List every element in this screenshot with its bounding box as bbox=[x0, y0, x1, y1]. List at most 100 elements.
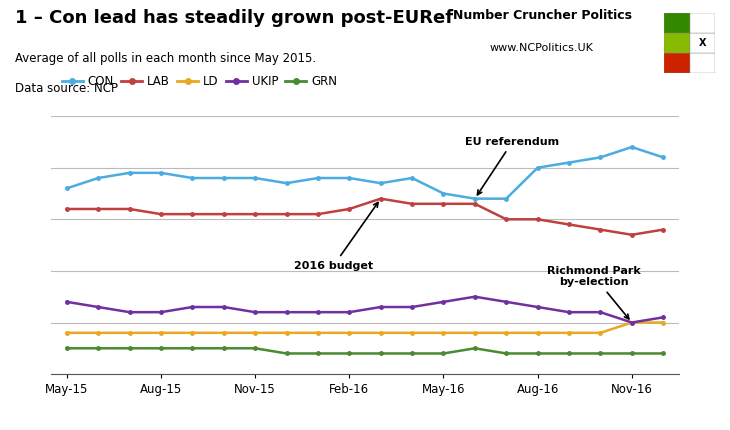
UKIP bbox=[596, 310, 604, 315]
LAB bbox=[407, 201, 416, 206]
UKIP bbox=[658, 315, 667, 320]
CON bbox=[658, 155, 667, 160]
LAB bbox=[219, 212, 228, 217]
Text: EU referendum: EU referendum bbox=[466, 137, 560, 195]
CON bbox=[314, 175, 323, 181]
LAB bbox=[627, 232, 636, 237]
UKIP bbox=[627, 320, 636, 325]
CON bbox=[93, 175, 102, 181]
LD bbox=[407, 330, 416, 335]
Text: Richmond Park
by-election: Richmond Park by-election bbox=[548, 266, 641, 319]
GRN bbox=[439, 351, 448, 356]
LD bbox=[596, 330, 604, 335]
Bar bbox=[664, 33, 690, 53]
LAB bbox=[156, 212, 165, 217]
LD bbox=[219, 330, 228, 335]
UKIP bbox=[502, 299, 511, 304]
LAB bbox=[470, 201, 479, 206]
LAB bbox=[314, 212, 323, 217]
UKIP bbox=[345, 310, 354, 315]
Text: Number Cruncher Politics: Number Cruncher Politics bbox=[453, 9, 631, 22]
LD bbox=[251, 330, 260, 335]
GRN bbox=[62, 346, 72, 351]
LAB bbox=[565, 222, 574, 227]
Line: CON: CON bbox=[65, 145, 665, 200]
GRN bbox=[502, 351, 511, 356]
LAB bbox=[188, 212, 197, 217]
LD bbox=[658, 320, 667, 325]
LD bbox=[439, 330, 448, 335]
CON bbox=[596, 155, 604, 160]
LD bbox=[156, 330, 165, 335]
LAB bbox=[502, 217, 511, 222]
LD bbox=[126, 330, 134, 335]
GRN bbox=[251, 346, 260, 351]
Line: LD: LD bbox=[65, 321, 665, 335]
UKIP bbox=[377, 304, 385, 310]
Text: www.NCPolitics.UK: www.NCPolitics.UK bbox=[489, 43, 593, 53]
LAB bbox=[596, 227, 604, 232]
LD bbox=[62, 330, 72, 335]
LD bbox=[533, 330, 542, 335]
LAB bbox=[439, 201, 448, 206]
LD bbox=[502, 330, 511, 335]
UKIP bbox=[126, 310, 134, 315]
Text: Average of all polls in each month since May 2015.: Average of all polls in each month since… bbox=[15, 52, 316, 64]
CON bbox=[219, 175, 228, 181]
UKIP bbox=[62, 299, 72, 304]
GRN bbox=[627, 351, 636, 356]
GRN bbox=[470, 346, 479, 351]
Legend: CON, LAB, LD, UKIP, GRN: CON, LAB, LD, UKIP, GRN bbox=[57, 71, 342, 93]
CON bbox=[283, 181, 291, 186]
LD bbox=[93, 330, 102, 335]
GRN bbox=[188, 346, 197, 351]
Line: GRN: GRN bbox=[65, 347, 665, 355]
Bar bbox=[690, 13, 715, 33]
Text: 1 – Con lead has steadily grown post-EURef: 1 – Con lead has steadily grown post-EUR… bbox=[15, 9, 453, 27]
LD bbox=[627, 320, 636, 325]
UKIP bbox=[283, 310, 291, 315]
LAB bbox=[93, 206, 102, 212]
GRN bbox=[565, 351, 574, 356]
CON bbox=[251, 175, 260, 181]
Line: LAB: LAB bbox=[65, 197, 665, 236]
CON bbox=[565, 160, 574, 165]
Bar bbox=[664, 53, 690, 73]
GRN bbox=[219, 346, 228, 351]
LAB bbox=[658, 227, 667, 232]
CON bbox=[126, 170, 134, 175]
Bar bbox=[664, 13, 690, 33]
UKIP bbox=[565, 310, 574, 315]
LD bbox=[283, 330, 291, 335]
UKIP bbox=[533, 304, 542, 310]
CON bbox=[470, 196, 479, 201]
LD bbox=[565, 330, 574, 335]
LD bbox=[345, 330, 354, 335]
CON bbox=[439, 191, 448, 196]
Line: UKIP: UKIP bbox=[65, 295, 665, 324]
LD bbox=[314, 330, 323, 335]
CON bbox=[377, 181, 385, 186]
GRN bbox=[377, 351, 385, 356]
GRN bbox=[93, 346, 102, 351]
LD bbox=[470, 330, 479, 335]
UKIP bbox=[470, 294, 479, 299]
UKIP bbox=[93, 304, 102, 310]
GRN bbox=[533, 351, 542, 356]
CON bbox=[62, 186, 72, 191]
GRN bbox=[156, 346, 165, 351]
UKIP bbox=[219, 304, 228, 310]
CON bbox=[502, 196, 511, 201]
LAB bbox=[126, 206, 134, 212]
UKIP bbox=[407, 304, 416, 310]
Bar bbox=[690, 53, 715, 73]
GRN bbox=[658, 351, 667, 356]
LAB bbox=[345, 206, 354, 212]
GRN bbox=[283, 351, 291, 356]
LAB bbox=[533, 217, 542, 222]
CON bbox=[533, 165, 542, 170]
GRN bbox=[126, 346, 134, 351]
CON bbox=[407, 175, 416, 181]
LAB bbox=[62, 206, 72, 212]
UKIP bbox=[188, 304, 197, 310]
